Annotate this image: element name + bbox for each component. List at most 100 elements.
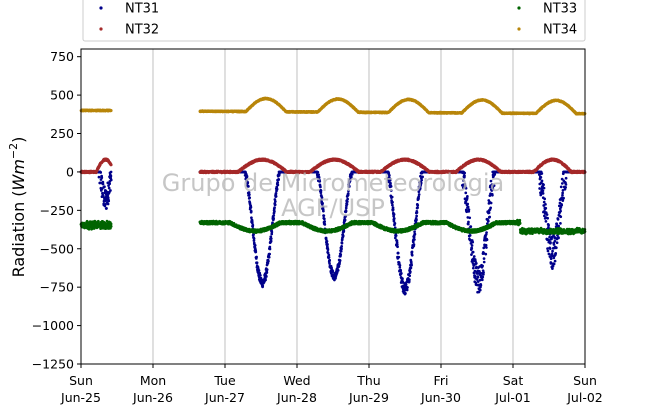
data-point-nt31 bbox=[252, 239, 256, 242]
data-point-nt31 bbox=[350, 173, 354, 176]
data-point-nt31 bbox=[542, 183, 545, 187]
data-point-nt31 bbox=[559, 215, 563, 219]
legend-marker-nt31 bbox=[99, 6, 103, 10]
data-point-nt31 bbox=[261, 284, 265, 288]
data-point-nt31 bbox=[538, 187, 541, 190]
data-point-nt31 bbox=[270, 232, 274, 236]
data-point-nt31 bbox=[410, 250, 414, 254]
data-point-nt31 bbox=[467, 220, 470, 224]
data-point-nt31 bbox=[557, 224, 561, 228]
data-point-nt31 bbox=[543, 197, 547, 201]
data-point-nt31 bbox=[245, 174, 249, 178]
data-point-nt31 bbox=[109, 189, 112, 192]
data-point-nt31 bbox=[350, 175, 353, 179]
data-point-nt31 bbox=[406, 286, 409, 289]
data-point-nt31 bbox=[347, 189, 350, 193]
data-point-nt31 bbox=[106, 202, 110, 206]
data-point-nt31 bbox=[474, 262, 478, 265]
data-point-nt31 bbox=[327, 253, 331, 257]
data-point-nt31 bbox=[551, 267, 554, 270]
data-point-nt31 bbox=[328, 258, 332, 262]
data-point-nt31 bbox=[100, 176, 104, 180]
data-point-nt31 bbox=[109, 178, 113, 182]
grid-layer bbox=[152, 49, 514, 364]
data-point-nt31 bbox=[348, 185, 351, 188]
data-point-nt31 bbox=[553, 239, 557, 243]
data-point-nt31 bbox=[466, 205, 470, 209]
data-point-nt31 bbox=[485, 231, 488, 234]
data-point-nt31 bbox=[410, 263, 413, 267]
data-point-nt31 bbox=[546, 216, 550, 220]
legend-label-nt32: NT32 bbox=[125, 23, 159, 38]
data-point-nt31 bbox=[318, 179, 322, 183]
data-point-nt31 bbox=[470, 244, 474, 247]
data-point-nt31 bbox=[317, 173, 321, 177]
data-point-nt31 bbox=[258, 271, 262, 275]
data-point-nt31 bbox=[551, 264, 555, 268]
data-point-nt31 bbox=[482, 260, 486, 264]
data-point-nt31 bbox=[546, 249, 550, 253]
data-point-nt31 bbox=[485, 238, 489, 242]
data-point-nt31 bbox=[251, 223, 255, 227]
data-point-nt31 bbox=[340, 241, 344, 245]
data-point-nt31 bbox=[322, 217, 326, 221]
data-point-nt31 bbox=[540, 172, 544, 175]
data-point-nt31 bbox=[544, 202, 547, 206]
data-point-nt31 bbox=[249, 209, 253, 213]
data-point-nt31 bbox=[343, 218, 347, 222]
data-point-nt31 bbox=[484, 252, 488, 256]
data-point-nt31 bbox=[255, 261, 259, 265]
data-point-nt31 bbox=[415, 218, 418, 222]
data-point-nt31 bbox=[551, 249, 554, 253]
legend-label-nt34: NT34 bbox=[543, 23, 577, 38]
data-point-nt31 bbox=[264, 278, 267, 282]
data-point-nt31 bbox=[252, 233, 255, 236]
data-point-nt31 bbox=[415, 211, 419, 214]
data-point-nt31 bbox=[540, 179, 544, 183]
data-point-nt31 bbox=[408, 278, 411, 281]
data-point-nt31 bbox=[99, 171, 103, 174]
data-point-nt31 bbox=[472, 255, 476, 258]
data-point-nt31 bbox=[326, 243, 329, 246]
data-point-nt31 bbox=[265, 275, 268, 278]
data-point-nt31 bbox=[104, 202, 107, 206]
data-point-nt31 bbox=[344, 206, 348, 210]
data-point-nt31 bbox=[269, 237, 273, 241]
data-point-nt31 bbox=[249, 205, 253, 209]
data-point-nt31 bbox=[339, 253, 343, 257]
data-point-nt31 bbox=[484, 243, 488, 247]
data-point-nt31 bbox=[344, 209, 348, 213]
data-point-nt31 bbox=[405, 288, 409, 292]
data-point-nt31 bbox=[479, 284, 483, 287]
data-point-nt31 bbox=[469, 225, 473, 228]
data-point-nt31 bbox=[564, 176, 568, 180]
data-point-nt31 bbox=[105, 207, 108, 210]
data-point-nt31 bbox=[253, 244, 257, 247]
data-point-nt31 bbox=[552, 243, 556, 246]
legend-marker-nt34 bbox=[517, 27, 521, 31]
data-point-nt31 bbox=[391, 208, 395, 211]
data-point-nt31 bbox=[410, 253, 414, 257]
data-points-layer bbox=[79, 96, 587, 296]
data-point-nt31 bbox=[559, 209, 562, 213]
data-point-nt31 bbox=[273, 206, 276, 209]
data-point-nt31 bbox=[468, 234, 472, 237]
data-point-nt31 bbox=[273, 203, 277, 207]
data-point-nt31 bbox=[488, 215, 492, 219]
data-point-nt31 bbox=[321, 201, 324, 205]
data-point-nt31 bbox=[473, 274, 477, 278]
data-point-nt31 bbox=[559, 185, 563, 189]
data-point-nt31 bbox=[471, 266, 475, 270]
data-point-nt31 bbox=[564, 185, 567, 189]
data-point-nt31 bbox=[481, 264, 484, 268]
data-point-nt31 bbox=[341, 234, 345, 238]
data-point-nt31 bbox=[557, 236, 560, 240]
data-point-nt31 bbox=[541, 191, 545, 195]
data-point-nt31 bbox=[542, 186, 546, 190]
data-point-nt31 bbox=[109, 170, 113, 174]
data-point-nt31 bbox=[268, 245, 272, 249]
data-point-nt31 bbox=[322, 209, 325, 213]
data-point-nt31 bbox=[107, 199, 111, 203]
data-point-nt31 bbox=[562, 196, 565, 200]
data-point-nt31 bbox=[408, 274, 412, 278]
